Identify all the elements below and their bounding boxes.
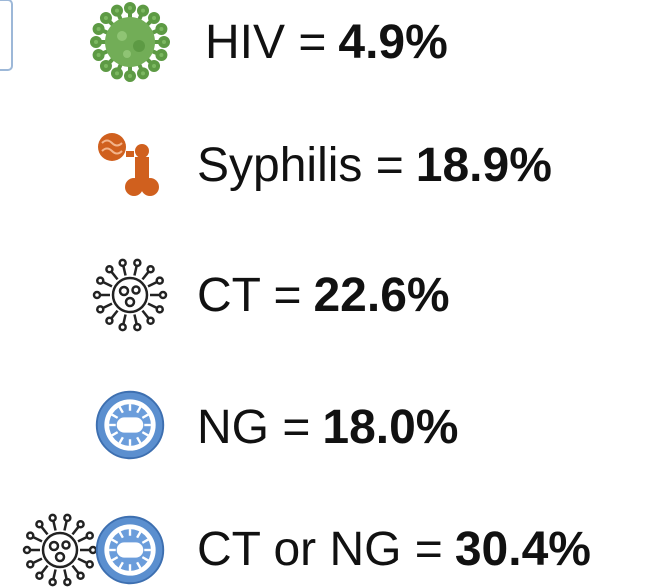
row-text: NG = 18.0% — [197, 401, 458, 454]
frame-edge — [0, 0, 13, 71]
row-value: 18.0% — [322, 401, 458, 454]
row-label: NG = — [197, 401, 310, 454]
row-text: HIV = 4.9% — [205, 16, 448, 69]
rows: HIV = 4.9%Syphilis = 18.9%CT = 22.6%NG = 18.… — [197, 16, 591, 576]
row-label: CT or NG = — [197, 523, 443, 576]
row-label: HIV = — [205, 16, 326, 69]
row-label: CT = — [197, 269, 301, 322]
syphilis-icon — [98, 133, 159, 196]
row-text: CT or NG = 30.4% — [197, 523, 591, 576]
row-text: Syphilis = 18.9% — [197, 139, 552, 192]
hiv-icon — [90, 2, 170, 82]
ct-icon — [22, 513, 98, 587]
row-label: Syphilis = — [197, 139, 404, 192]
row-value: 22.6% — [313, 269, 449, 322]
row-value: 18.9% — [416, 139, 552, 192]
row-text: CT = 22.6% — [197, 269, 450, 322]
row-value: 30.4% — [455, 523, 591, 576]
row-value: 4.9% — [338, 16, 447, 69]
ct-icon — [92, 258, 168, 332]
ng-icon — [95, 390, 165, 460]
ng-icon — [95, 515, 165, 585]
